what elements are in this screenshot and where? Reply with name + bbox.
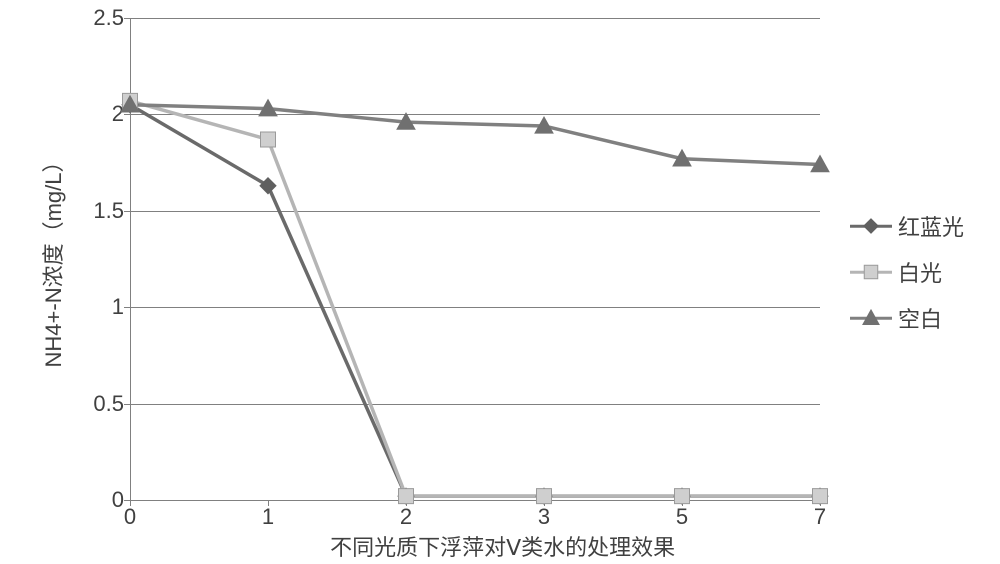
series-marker <box>813 489 828 504</box>
series-marker <box>537 489 552 504</box>
series-marker <box>675 489 690 504</box>
plot-area: 00.511.522.5012357 <box>130 18 820 500</box>
legend-label: 红蓝光 <box>898 210 964 242</box>
legend: 红蓝光白光空白 <box>850 210 964 348</box>
series-marker <box>261 132 276 147</box>
series-line <box>130 105 820 165</box>
legend-swatch <box>850 225 892 227</box>
y-tick-label: 0 <box>112 487 124 513</box>
chart-container: 00.511.522.5012357 NH4+-N浓度（mg/L） 不同光质下浮… <box>0 0 1000 564</box>
legend-swatch <box>850 317 892 319</box>
series-marker <box>399 489 414 504</box>
legend-label: 空白 <box>898 302 942 334</box>
x-tick-label: 0 <box>124 504 136 530</box>
x-tick-label: 5 <box>676 504 688 530</box>
x-axis-label: 不同光质下浮萍对Ⅴ类水的处理效果 <box>330 530 675 562</box>
diamond-icon <box>861 216 881 236</box>
y-tick-label: 1.5 <box>93 198 124 224</box>
legend-label: 白光 <box>898 256 942 288</box>
legend-item: 空白 <box>850 302 964 334</box>
series-svg <box>130 18 820 500</box>
y-tick-label: 2.5 <box>93 5 124 31</box>
series-line <box>130 105 820 496</box>
x-tick-label: 2 <box>400 504 412 530</box>
legend-item: 红蓝光 <box>850 210 964 242</box>
legend-item: 白光 <box>850 256 964 288</box>
x-axis-line <box>130 500 820 501</box>
legend-swatch <box>850 271 892 273</box>
y-tick-label: 1 <box>112 294 124 320</box>
y-tick-label: 0.5 <box>93 391 124 417</box>
series-marker <box>260 178 276 194</box>
x-tick-label: 1 <box>262 504 274 530</box>
x-tick-label: 3 <box>538 504 550 530</box>
triangle-icon <box>861 308 881 328</box>
square-icon <box>861 262 881 282</box>
y-axis-label: NH4+-N浓度（mg/L） <box>36 151 68 368</box>
x-tick-label: 7 <box>814 504 826 530</box>
